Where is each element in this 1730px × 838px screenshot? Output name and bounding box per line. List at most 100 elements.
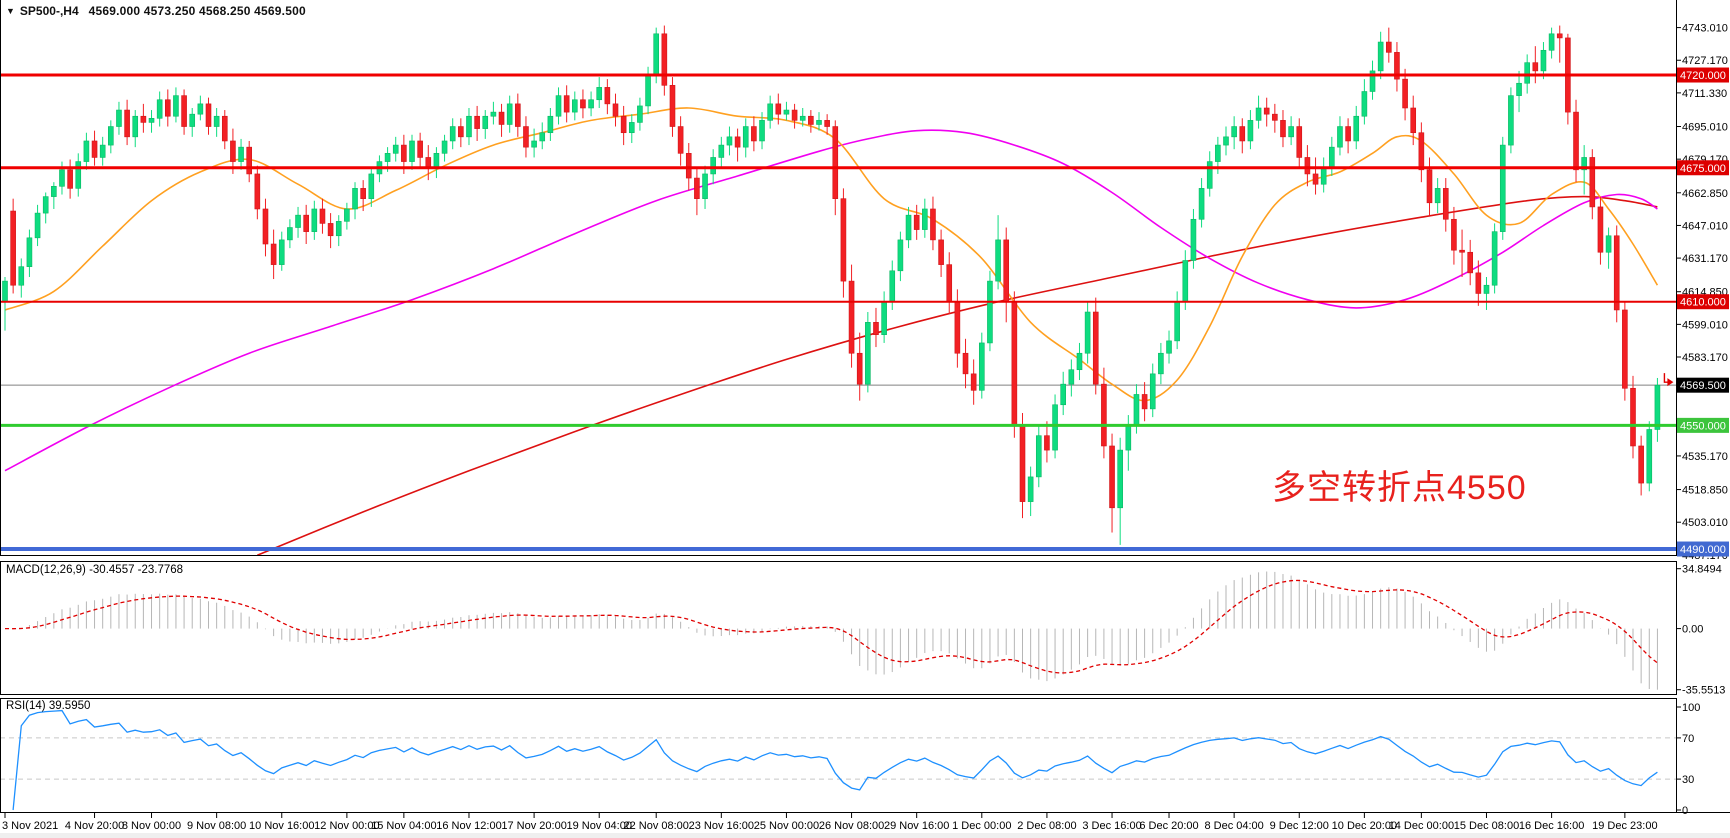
- bull-candle: [42, 196, 49, 214]
- bull-candle: [1133, 394, 1140, 426]
- time-axis-label: 22 Nov 08:00: [623, 820, 688, 832]
- time-axis-label: 16 Dec 16:00: [1519, 820, 1584, 832]
- time-axis-label: 26 Nov 08:00: [819, 820, 884, 832]
- bull-candle: [742, 126, 749, 148]
- bull-candle: [352, 188, 358, 210]
- bull-candle: [278, 239, 285, 265]
- bear-candle: [1109, 445, 1115, 509]
- rsi-axis-label: 100: [1682, 702, 1700, 714]
- time-axis-label: 10 Nov 16:00: [249, 820, 314, 832]
- bull-candle: [1035, 435, 1042, 478]
- bear-candle: [1573, 111, 1579, 171]
- bull-candle: [759, 120, 765, 142]
- collapse-arrow-icon[interactable]: ▼: [6, 6, 15, 16]
- bear-candle: [221, 115, 228, 142]
- bull-candle: [490, 111, 497, 117]
- bull-candle: [1483, 284, 1490, 294]
- bear-candle: [1638, 445, 1644, 484]
- bull-candle: [433, 153, 440, 169]
- bull-candle: [1361, 91, 1368, 117]
- bull-candle: [1052, 404, 1058, 451]
- bull-candle: [628, 122, 635, 134]
- bear-candle: [254, 173, 261, 210]
- bear-candle: [1272, 113, 1278, 121]
- bull-candle: [1231, 126, 1237, 138]
- bull-candle: [995, 239, 1001, 282]
- time-axis-label: 25 Nov 00:00: [754, 820, 819, 832]
- bull-candle: [1353, 115, 1360, 142]
- bear-candle: [1019, 425, 1026, 502]
- bear-candle: [1410, 107, 1417, 134]
- bull-candle: [1166, 340, 1172, 354]
- bear-candle: [1003, 239, 1010, 303]
- bull-candle: [449, 126, 456, 142]
- bull-candle: [767, 103, 773, 121]
- time-axis-label: 14 Dec 00:00: [1389, 820, 1454, 832]
- bear-candle: [165, 99, 171, 117]
- bear-candle: [1296, 126, 1303, 158]
- bull-candle: [1524, 62, 1530, 84]
- bull-candle: [344, 208, 350, 222]
- bear-candle: [523, 126, 529, 148]
- bear-candle: [563, 95, 570, 113]
- bull-candle: [1329, 146, 1335, 169]
- price-axis-label: 4727.170: [1682, 55, 1728, 67]
- bull-candle: [1516, 82, 1522, 96]
- bull-candle: [799, 115, 806, 121]
- bull-candle: [409, 140, 415, 162]
- bull-candle: [75, 161, 82, 189]
- bull-candle: [897, 239, 904, 272]
- bear-candle: [1386, 41, 1392, 53]
- bull-candle: [889, 270, 896, 303]
- window-bottom-strip: [0, 833, 1730, 838]
- bear-candle: [140, 115, 147, 123]
- bear-candle: [1402, 78, 1408, 109]
- bull-candle: [547, 115, 554, 134]
- bull-candle: [1508, 95, 1514, 146]
- macd-signal-line: [4, 579, 1658, 674]
- bear-candle: [913, 214, 920, 230]
- bear-candle: [930, 208, 936, 241]
- bull-candle: [148, 117, 155, 123]
- bull-candle: [1027, 476, 1034, 502]
- bear-candle: [360, 188, 366, 199]
- bear-candle: [515, 103, 521, 127]
- price-axis-label: 4743.010: [1682, 23, 1728, 35]
- bull-candle: [645, 74, 651, 107]
- bear-candle: [1239, 126, 1246, 142]
- bull-candle: [441, 140, 448, 154]
- bull-candle: [506, 103, 513, 125]
- bull-candle: [1255, 107, 1262, 121]
- bull-candle: [1434, 188, 1441, 204]
- bear-candle: [1613, 235, 1620, 311]
- bear-candle: [1141, 394, 1148, 410]
- bear-candle: [1532, 62, 1539, 72]
- bull-candle: [653, 33, 660, 76]
- bear-candle: [1589, 157, 1596, 208]
- bull-candle: [1158, 352, 1164, 375]
- ohlc-values: 4569.000 4573.250 4568.250 4569.500: [88, 4, 306, 18]
- bull-candle: [34, 212, 41, 239]
- price-axis-label: 4695.010: [1682, 122, 1728, 134]
- bull-candle: [116, 109, 122, 127]
- bear-candle: [824, 120, 830, 127]
- time-axis-label: 2 Dec 08:00: [1017, 820, 1076, 832]
- price-badge: [1677, 67, 1729, 83]
- bull-candle: [59, 169, 65, 187]
- price-badge: [1677, 377, 1729, 393]
- bull-candle: [1084, 311, 1091, 354]
- bull-candle: [596, 87, 603, 101]
- bear-candle: [1304, 157, 1311, 175]
- bull-candle: [571, 99, 578, 113]
- bull-candle: [1223, 136, 1229, 146]
- time-axis-label: 1 Dec 00:00: [952, 820, 1011, 832]
- symbol-title: ▼ SP500-,H4 4569.000 4573.250 4568.250 456…: [6, 4, 306, 19]
- bear-candle: [1556, 33, 1563, 39]
- bull-candle: [1206, 161, 1213, 189]
- bear-candle: [604, 87, 611, 105]
- bear-candle: [954, 301, 961, 354]
- bull-candle: [18, 266, 25, 286]
- bull-candle: [726, 136, 733, 146]
- bear-candle: [873, 322, 879, 335]
